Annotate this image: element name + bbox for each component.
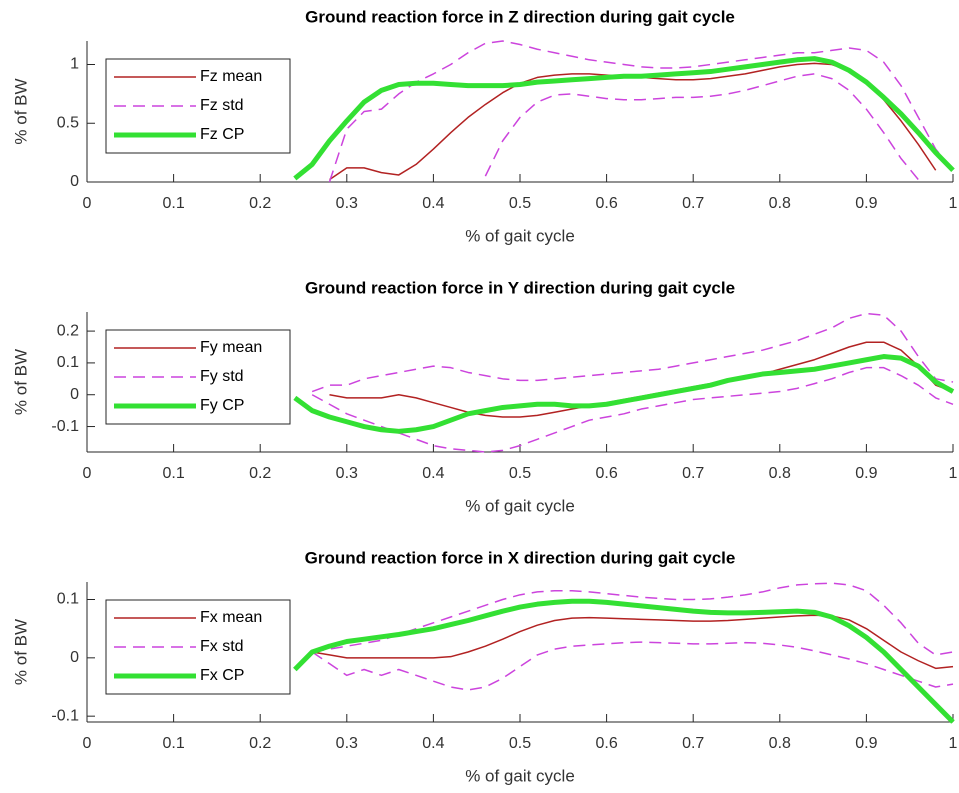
x-tick-label: 0.9 xyxy=(855,195,877,212)
x-tick-label: 0.4 xyxy=(422,195,444,212)
chart-title: Ground reaction force in Z direction dur… xyxy=(305,7,735,26)
x-tick-label: 0.2 xyxy=(249,195,271,212)
x-tick-label: 0.3 xyxy=(336,735,358,752)
x-axis-label: % of gait cycle xyxy=(465,766,575,785)
chart-title: Ground reaction force in X direction dur… xyxy=(305,548,736,567)
series-line xyxy=(293,56,955,181)
x-tick-label: 1 xyxy=(949,465,958,482)
x-tick-label: 0.1 xyxy=(162,735,184,752)
x-tick-label: 0.5 xyxy=(509,735,531,752)
x-tick-label: 0 xyxy=(83,465,92,482)
x-tick-label: 0 xyxy=(83,735,92,752)
y-tick-label: 1 xyxy=(70,56,79,73)
legend-label: Fy mean xyxy=(200,339,262,356)
x-tick-label: 1 xyxy=(949,195,958,212)
series-line xyxy=(311,366,954,453)
subplot: Ground reaction force in Y direction dur… xyxy=(11,278,957,515)
series-line xyxy=(329,62,937,181)
y-axis-label: % of BW xyxy=(11,619,30,685)
x-tick-label: 0.2 xyxy=(249,735,271,752)
x-tick-label: 0 xyxy=(83,195,92,212)
legend-label: Fy std xyxy=(200,368,244,385)
y-tick-label: 0 xyxy=(70,386,79,403)
x-tick-label: 0.2 xyxy=(249,465,271,482)
subplot: Ground reaction force in Z direction dur… xyxy=(11,7,957,245)
x-tick-label: 0.3 xyxy=(336,195,358,212)
series-line xyxy=(312,614,954,670)
legend-label: Fx CP xyxy=(200,667,244,684)
x-tick-label: 0.4 xyxy=(422,465,444,482)
x-tick-label: 0.1 xyxy=(162,465,184,482)
series-line xyxy=(311,641,954,691)
y-axis-label: % of BW xyxy=(11,349,30,415)
x-tick-label: 0.5 xyxy=(509,195,531,212)
y-tick-label: 0 xyxy=(70,173,79,190)
x-tick-label: 0.9 xyxy=(855,735,877,752)
y-tick-label: -0.1 xyxy=(51,418,79,435)
x-tick-label: 0.9 xyxy=(855,465,877,482)
series-line xyxy=(484,73,919,181)
y-tick-label: 0.5 xyxy=(57,114,79,131)
series-line xyxy=(311,312,954,393)
series-line xyxy=(293,354,955,434)
series-line xyxy=(328,40,954,183)
series-line xyxy=(293,598,955,724)
x-axis-label: % of gait cycle xyxy=(465,226,575,245)
y-tick-label: 0.2 xyxy=(57,322,79,339)
x-tick-label: 0.8 xyxy=(769,465,791,482)
x-tick-label: 0.7 xyxy=(682,735,704,752)
y-tick-label: -0.1 xyxy=(51,707,79,724)
subplot: Ground reaction force in X direction dur… xyxy=(11,548,957,785)
legend-label: Fz CP xyxy=(200,126,244,143)
legend-label: Fx mean xyxy=(200,609,262,626)
chart-title: Ground reaction force in Y direction dur… xyxy=(305,278,735,297)
y-tick-label: 0 xyxy=(70,649,79,666)
x-tick-label: 0.3 xyxy=(336,465,358,482)
x-tick-label: 1 xyxy=(949,735,958,752)
y-tick-label: 0.1 xyxy=(57,354,79,371)
legend-label: Fz std xyxy=(200,97,244,114)
series-line xyxy=(312,582,954,656)
x-tick-label: 0.8 xyxy=(769,195,791,212)
legend-label: Fx std xyxy=(200,638,244,655)
x-tick-label: 0.4 xyxy=(422,735,444,752)
y-tick-label: 0.1 xyxy=(57,591,79,608)
x-tick-label: 0.7 xyxy=(682,465,704,482)
y-axis-label: % of BW xyxy=(11,78,30,144)
series-line xyxy=(329,341,954,418)
x-tick-label: 0.6 xyxy=(595,735,617,752)
legend-label: Fz mean xyxy=(200,68,262,85)
x-tick-label: 0.7 xyxy=(682,195,704,212)
x-tick-label: 0.1 xyxy=(162,195,184,212)
x-tick-label: 0.5 xyxy=(509,465,531,482)
x-axis-label: % of gait cycle xyxy=(465,496,575,515)
x-tick-label: 0.6 xyxy=(595,195,617,212)
x-tick-label: 0.6 xyxy=(595,465,617,482)
x-tick-label: 0.8 xyxy=(769,735,791,752)
legend-label: Fy CP xyxy=(200,397,244,414)
